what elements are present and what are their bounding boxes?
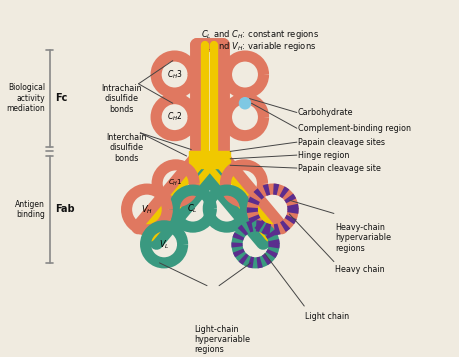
Text: $V_L$ and $V_H$: variable regions: $V_L$ and $V_H$: variable regions — [201, 40, 316, 53]
Text: Papain cleavage sites: Papain cleavage sites — [298, 138, 385, 147]
Text: $C_H$2: $C_H$2 — [167, 111, 182, 124]
Text: $V_H$: $V_H$ — [141, 203, 153, 216]
Text: $C_L$: $C_L$ — [187, 202, 198, 215]
Text: $C_{H}$1: $C_{H}$1 — [168, 178, 183, 188]
Text: Fab: Fab — [55, 204, 75, 214]
Text: Hinge region: Hinge region — [298, 151, 349, 160]
Text: Complement-binding region: Complement-binding region — [298, 124, 411, 133]
Text: Heavy-chain
hypervariable
regions: Heavy-chain hypervariable regions — [335, 223, 391, 252]
Bar — [190, 151, 230, 168]
Text: Antigen
binding: Antigen binding — [15, 200, 45, 219]
Text: Biological
activity
mediation: Biological activity mediation — [6, 83, 45, 113]
Text: $C_H$3: $C_H$3 — [167, 68, 183, 81]
Text: Intrachain
disulfide
bonds: Intrachain disulfide bonds — [101, 84, 142, 114]
Text: Light chain: Light chain — [305, 312, 349, 321]
Text: Fc: Fc — [55, 93, 67, 103]
Text: $V_L$: $V_L$ — [159, 238, 169, 251]
Text: Carbohydrate: Carbohydrate — [298, 108, 353, 117]
Text: Light-chain
hypervariable
regions: Light-chain hypervariable regions — [194, 325, 250, 355]
Text: Papain cleavage site: Papain cleavage site — [298, 164, 381, 172]
Text: Heavy chain: Heavy chain — [335, 265, 385, 274]
Text: $C_L$ and $C_H$: constant regions: $C_L$ and $C_H$: constant regions — [201, 28, 319, 41]
Circle shape — [240, 98, 251, 109]
Text: Interchain
disulfide
bonds: Interchain disulfide bonds — [106, 133, 147, 163]
